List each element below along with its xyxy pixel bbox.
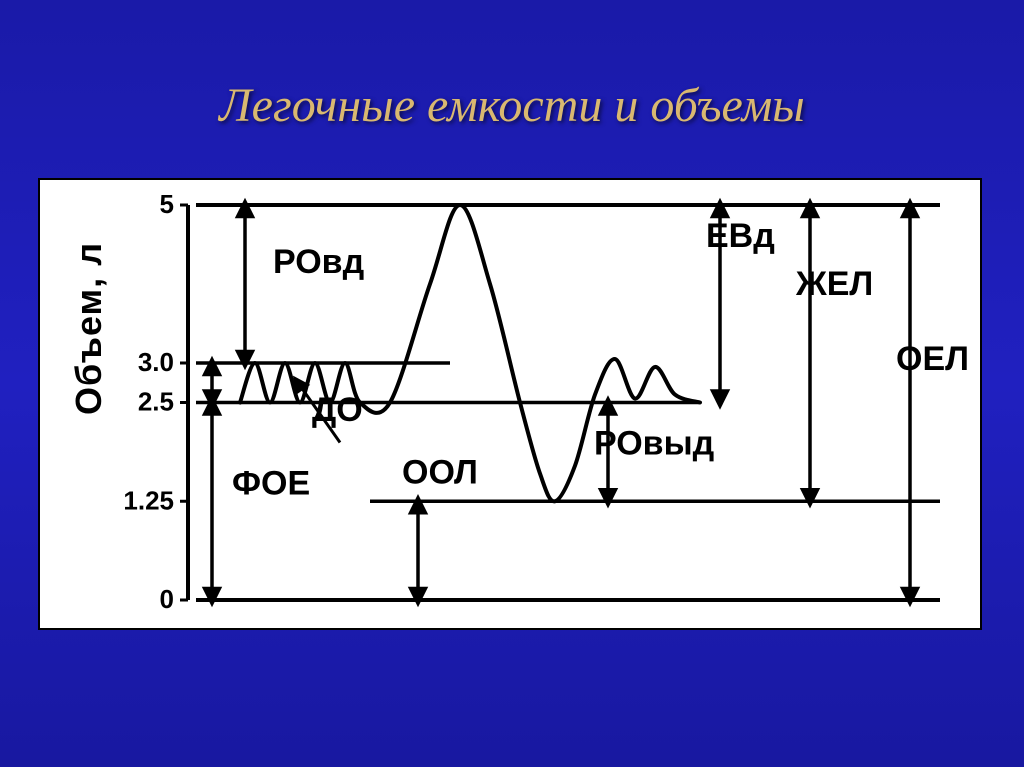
spirogram-diagram: 5 3.0 2.5 1.25 0 РОвд ДОФОЕ ООЛ РОвыд ЕВд ЖЕЛ ОЕЛ [40, 180, 984, 632]
measure-label-rovyd: РОвыд [594, 425, 714, 463]
slide-title: Легочные емкости и объемы [0, 78, 1024, 133]
measure-label-oel: ОЕЛ [896, 340, 969, 378]
y-tick-label: 1.25 [123, 485, 174, 515]
measure-label-rovd: РОвд [273, 243, 364, 281]
measure-label-evd: ЕВд [706, 217, 775, 255]
y-tick-label: 2.5 [138, 387, 174, 417]
measure-label-do: ДО [312, 391, 363, 429]
y-tick-label: 0 [160, 584, 174, 614]
y-tick-label: 3.0 [138, 347, 174, 377]
y-axis-label: Объем, л [68, 242, 110, 415]
measure-label-zhel: ЖЕЛ [795, 265, 873, 303]
diagram-panel: 5 3.0 2.5 1.25 0 РОвд ДОФОЕ ООЛ РОвыд ЕВд ЖЕЛ ОЕЛ О… [38, 178, 982, 630]
measure-label-foe: ФОЕ [232, 465, 310, 503]
slide: Легочные емкости и объемы 5 3.0 2.5 1.25 0 РО… [0, 0, 1024, 767]
measure-label-ool: ООЛ [402, 453, 478, 491]
y-tick-label: 5 [160, 189, 174, 219]
